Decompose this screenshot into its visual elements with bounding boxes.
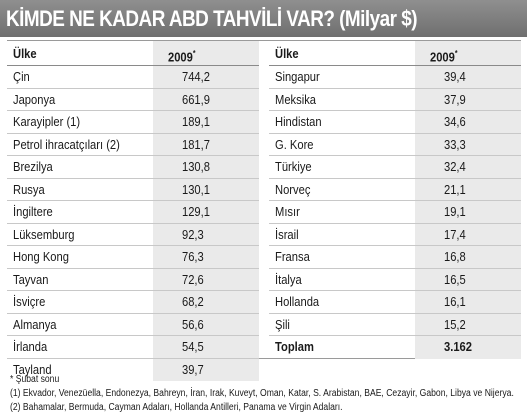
year-header: 2009* [168,49,196,65]
holding-value: 37,9 [444,91,466,107]
country-name: Meksika [275,91,317,107]
holding-value: 56,6 [182,316,204,332]
holding-value: 130,8 [182,159,210,174]
holding-value: 3.162 [444,339,472,354]
country-name: Mısır [275,204,300,219]
country-name: Hindistan [275,114,322,129]
table-header: Ülke 2009* [7,41,259,66]
holding-value: 189,1 [182,114,210,129]
holding-value: 72,6 [182,271,204,287]
holding-value: 39,7 [182,361,204,377]
country-name: İsviçre [13,294,46,309]
holding-value: 68,2 [182,294,204,309]
year-header: 2009* [430,49,458,65]
country-name: Almanya [13,316,57,332]
table-row: Rusya 130,1 [7,179,259,201]
table-row: Norveç 21,1 [269,179,521,201]
holding-value: 130,1 [182,181,210,197]
holding-value: 33,3 [444,136,466,152]
table-row: Hindistan 34,6 [269,111,521,134]
holding-value: 17,4 [444,226,466,242]
value-column-shading [415,41,521,359]
country-name: Lüksemburg [13,226,75,242]
country-name: Norveç [275,181,311,197]
country-name: Toplam [275,339,314,354]
country-name: Karayipler (1) [13,114,81,129]
country-name: İtalya [275,271,302,287]
table-row: Karayipler (1) 189,1 [7,111,259,134]
holdings-table: Ülke 2009* Çin 744,2 Japonya 661,9 Karayiple… [7,40,521,381]
country-name: Tayland [13,361,52,377]
country-name: İsrail [275,226,299,242]
holding-value: 661,9 [182,91,210,107]
table-row: Hong Kong 76,3 [7,246,259,269]
holding-value: 76,3 [182,249,204,264]
holding-value: 54,5 [182,339,204,354]
country-name: Çin [13,69,30,84]
country-name: Singapur [275,69,320,84]
holding-value: 39,4 [444,69,466,84]
country-header: Ülke [13,46,37,61]
country-name: Brezilya [13,159,53,174]
country-name: Japonya [13,91,56,107]
table-row: Çin 744,2 [7,66,259,89]
table-row: Meksika 37,9 [269,89,521,111]
total-row: Toplam 3.162 [269,336,521,359]
table-row: Hollanda 16,1 [269,291,521,314]
country-name: İrlanda [13,339,48,354]
table-row: Lüksemburg 92,3 [7,224,259,246]
country-name: Tayvan [13,271,49,287]
table-row: İsviçre 68,2 [7,291,259,314]
table-row: Tayvan 72,6 [7,269,259,291]
table-row: İsrail 17,4 [269,224,521,246]
table-row: G. Kore 33,3 [269,134,521,156]
holding-value: 15,2 [444,316,466,332]
footnote: * Şubat sonu [10,374,60,385]
holding-value: 19,1 [444,204,466,219]
table-row: İrlanda 54,5 [7,336,259,359]
footnote: (2) Bahamalar, Bermuda, Cayman Adaları, … [10,402,343,413]
table-row: İngiltere 129,1 [7,201,259,224]
holding-value: 16,1 [444,294,466,309]
table-row: Singapur 39,4 [269,66,521,89]
country-header: Ülke [275,46,299,61]
holding-value: 32,4 [444,159,466,174]
table-row: Şili 15,2 [269,314,521,336]
table-row: Mısır 19,1 [269,201,521,224]
left-table: Ülke 2009* Çin 744,2 Japonya 661,9 Karayiple… [7,41,259,381]
table-row: Almanya 56,6 [7,314,259,336]
country-name: Petrol ihracatçıları (2) [13,136,120,152]
holding-value: 92,3 [182,226,204,242]
footnote: (1) Ekvador, Venezüella, Endonezya, Bahr… [10,388,514,399]
country-name: Türkiye [275,159,312,174]
table-row: Fransa 16,8 [269,246,521,269]
right-table: Ülke 2009* Singapur 39,4 Meksika 37,9 Hindis… [269,41,521,359]
country-name: Hollanda [275,294,320,309]
page-title: KİMDE NE KADAR ABD TAHVİLİ VAR? (Milyar … [6,6,418,31]
table-row: Brezilya 130,8 [7,156,259,179]
value-column-shading [153,41,259,381]
title-bar: KİMDE NE KADAR ABD TAHVİLİ VAR? (Milyar … [0,0,527,37]
country-name: Şili [275,316,290,332]
holding-value: 16,5 [444,271,466,287]
holding-value: 181,7 [182,136,210,152]
table-row: İtalya 16,5 [269,269,521,291]
holding-value: 129,1 [182,204,210,219]
holding-value: 744,2 [182,69,210,84]
table-row: Japonya 661,9 [7,89,259,111]
table-row: Tayland 39,7 [7,359,259,382]
country-name: İngiltere [13,204,53,219]
country-name: Hong Kong [13,249,69,264]
footnotes: * Şubat sonu (1) Ekvador, Venezüella, En… [10,373,525,415]
table-header: Ülke 2009* [269,41,521,66]
holding-value: 16,8 [444,249,466,264]
country-name: G. Kore [275,136,314,152]
table-row: Petrol ihracatçıları (2) 181,7 [7,134,259,156]
table-row: Türkiye 32,4 [269,156,521,179]
holding-value: 21,1 [444,181,466,197]
country-name: Rusya [13,181,45,197]
country-name: Fransa [275,249,310,264]
holding-value: 34,6 [444,114,466,129]
